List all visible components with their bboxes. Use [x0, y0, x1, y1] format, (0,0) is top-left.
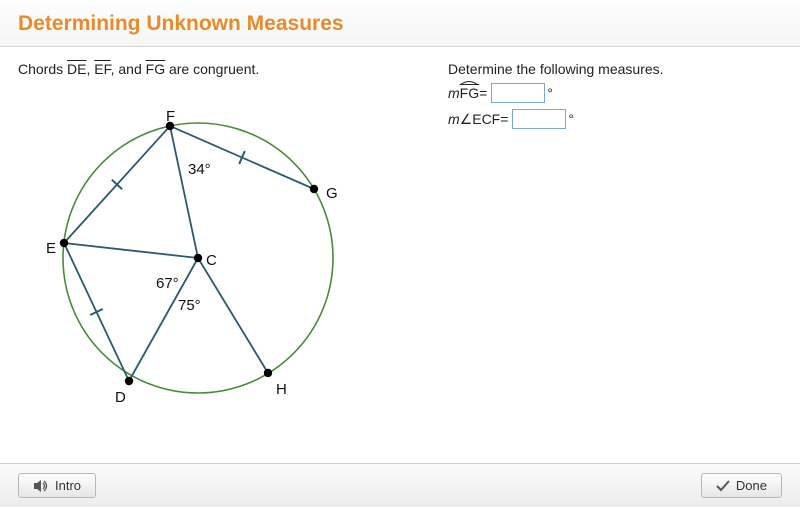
q2-m: m: [448, 111, 460, 127]
arc-hat-icon: [459, 79, 479, 87]
done-label: Done: [736, 478, 767, 493]
q2-angle: ∠: [460, 111, 473, 128]
q1-eq: =: [479, 85, 487, 101]
q1-m: m: [448, 85, 460, 101]
q1-unit: °: [547, 85, 553, 101]
point-label-f: F: [166, 108, 175, 125]
page-title: Determining Unknown Measures: [18, 12, 782, 36]
angle-ecf-input[interactable]: [512, 109, 566, 129]
point-label-d: D: [115, 389, 126, 406]
instruction-text: Determine the following measures.: [448, 61, 782, 77]
point-label-c: C: [206, 252, 217, 269]
circle-diagram: F G E D H C 34° 67° 75°: [18, 83, 378, 413]
point-label-h: H: [276, 381, 287, 398]
chord-fg: FG: [146, 61, 165, 77]
intro-button[interactable]: Intro: [18, 473, 96, 498]
content-area: Chords DE, EF, and FG are congruent. FGE…: [0, 47, 800, 413]
prompt-suffix: are congruent.: [165, 61, 259, 77]
point-label-e: E: [46, 240, 56, 257]
q2-unit: °: [568, 111, 574, 127]
angle-75: 75°: [178, 297, 201, 314]
answer-row-ecf: m∠ECF = °: [448, 109, 782, 129]
diagram-svg: [18, 83, 378, 413]
chords-prompt: Chords DE, EF, and FG are congruent.: [18, 61, 438, 77]
q2-label: ECF: [472, 111, 500, 127]
header: Determining Unknown Measures: [0, 0, 800, 47]
right-column: Determine the following measures. m FG =…: [438, 61, 782, 413]
check-icon: [716, 480, 730, 492]
answer-row-fg: m FG = °: [448, 83, 782, 103]
done-button[interactable]: Done: [701, 473, 782, 498]
footer-bar: Intro Done: [0, 463, 800, 507]
q1-arc-label: FG: [460, 85, 479, 101]
angle-34: 34°: [188, 161, 211, 178]
point-label-g: G: [326, 185, 338, 202]
q2-eq: =: [500, 111, 508, 127]
chord-de: DE: [67, 61, 86, 77]
speaker-icon: [33, 479, 49, 493]
chord-ef: EF: [94, 61, 110, 77]
angle-67: 67°: [156, 275, 179, 292]
left-column: Chords DE, EF, and FG are congruent. FGE…: [18, 61, 438, 413]
prompt-prefix: Chords: [18, 61, 67, 77]
arc-fg-input[interactable]: [491, 83, 545, 103]
intro-label: Intro: [55, 478, 81, 493]
